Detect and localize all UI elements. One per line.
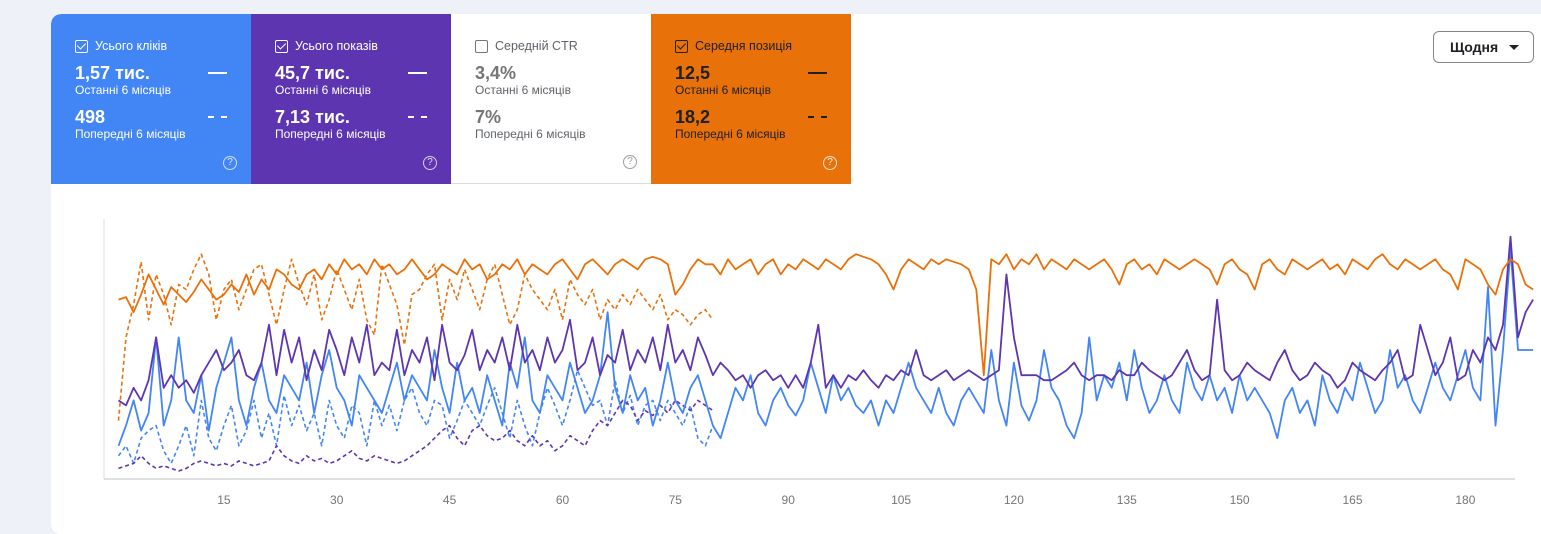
x-tick-label: 165	[1342, 493, 1362, 507]
checkbox-icon[interactable]	[475, 39, 488, 53]
current-value: 3,4%	[475, 63, 517, 83]
current-metric: 12,5 Останні 6 місяців	[675, 63, 851, 98]
x-tick-label: 105	[891, 493, 911, 507]
tile-total-clicks[interactable]: Усього кліків 1,57 тис. Останні 6 місяці…	[51, 14, 251, 184]
tile-average-ctr[interactable]: Середній CTR 3,4% Останні 6 місяців 7% П…	[451, 14, 651, 184]
x-tick-label: 180	[1455, 493, 1475, 507]
current-value: 12,5	[675, 63, 711, 83]
current-period: Останні 6 місяців	[75, 83, 171, 97]
previous-period: Попередні 6 місяців	[675, 127, 786, 141]
x-tick-label: 30	[330, 493, 344, 507]
current-metric: 1,57 тис. Останні 6 місяців	[75, 63, 251, 98]
x-tick-label: 120	[1004, 493, 1024, 507]
tile-label: Середній CTR	[495, 39, 578, 53]
tile-average-position[interactable]: Середня позиція 12,5 Останні 6 місяців 1…	[651, 14, 851, 184]
help-icon[interactable]: ?	[423, 156, 437, 170]
x-tick-label: 60	[556, 493, 570, 507]
solid-line-legend-icon	[808, 72, 827, 74]
performance-card: 15 30 45 60 75 90 105 120 135 150 165 180 Усього кл…	[51, 14, 1541, 534]
series-line-current-1	[118, 235, 1534, 407]
performance-chart: 15 30 45 60 75 90 105 120 135 150 165 180	[103, 219, 1534, 507]
tile-total-impressions[interactable]: Усього показів 45,7 тис. Останні 6 місяц…	[251, 14, 451, 184]
tile-header: Усього кліків	[75, 38, 251, 54]
tile-header: Середній CTR	[475, 38, 651, 54]
current-metric: 3,4% Останні 6 місяців	[475, 63, 651, 98]
previous-metric: 18,2 Попередні 6 місяців	[675, 107, 851, 142]
dashed-line-legend-icon	[208, 116, 227, 118]
x-tick-label: 135	[1117, 493, 1137, 507]
series-line-previous-3	[117, 369, 714, 465]
previous-value: 18,2	[675, 107, 711, 127]
current-metric: 45,7 тис. Останні 6 місяців	[275, 63, 451, 98]
help-icon[interactable]: ?	[623, 155, 637, 169]
previous-period: Попередні 6 місяців	[475, 127, 586, 141]
caret-down-icon	[1509, 45, 1519, 50]
checkbox-icon[interactable]	[675, 39, 688, 53]
previous-metric: 7,13 тис. Попередні 6 місяців	[275, 107, 451, 142]
solid-line-legend-icon	[408, 72, 427, 74]
tile-label: Середня позиція	[695, 39, 793, 53]
dashed-line-legend-icon	[808, 116, 827, 118]
tile-label: Усього кліків	[95, 39, 168, 53]
tile-label: Усього показів	[295, 39, 378, 53]
previous-value: 498	[75, 107, 106, 127]
dashed-line-legend-icon	[408, 116, 427, 118]
x-tick-label: 90	[782, 493, 796, 507]
granularity-dropdown[interactable]: Щодня	[1433, 31, 1534, 63]
current-period: Останні 6 місяців	[475, 83, 571, 97]
granularity-selected: Щодня	[1450, 39, 1499, 55]
tile-header: Усього показів	[275, 38, 451, 54]
current-value: 1,57 тис.	[75, 63, 150, 83]
help-icon[interactable]: ?	[223, 156, 237, 170]
series-line-previous-4	[118, 399, 714, 472]
help-icon[interactable]: ?	[823, 156, 837, 170]
tile-header: Середня позиція	[675, 38, 851, 54]
solid-line-legend-icon	[208, 72, 227, 74]
previous-metric: 7% Попередні 6 місяців	[475, 107, 651, 142]
current-value: 45,7 тис.	[275, 63, 350, 83]
series-line-previous-5	[117, 253, 714, 421]
previous-value: 7%	[475, 107, 502, 127]
previous-period: Попередні 6 місяців	[275, 127, 386, 141]
checkbox-icon[interactable]	[275, 39, 288, 53]
current-period: Останні 6 місяців	[275, 83, 371, 97]
checkbox-icon[interactable]	[75, 39, 88, 53]
x-tick-label: 75	[669, 493, 683, 507]
series-layer	[117, 235, 1534, 472]
series-line-current-2	[118, 253, 1534, 377]
x-tick-label: 45	[443, 493, 457, 507]
series-line-current-0	[117, 248, 1534, 447]
previous-metric: 498 Попередні 6 місяців	[75, 107, 251, 142]
x-tick-layer: 15 30 45 60 75 90 105 120 135 150 165 180	[217, 493, 1476, 507]
x-tick-label: 150	[1230, 493, 1250, 507]
metric-tiles: Усього кліків 1,57 тис. Останні 6 місяці…	[51, 14, 851, 184]
previous-value: 7,13 тис.	[275, 107, 350, 127]
x-tick-label: 15	[217, 493, 231, 507]
current-period: Останні 6 місяців	[675, 83, 771, 97]
previous-period: Попередні 6 місяців	[75, 127, 186, 141]
